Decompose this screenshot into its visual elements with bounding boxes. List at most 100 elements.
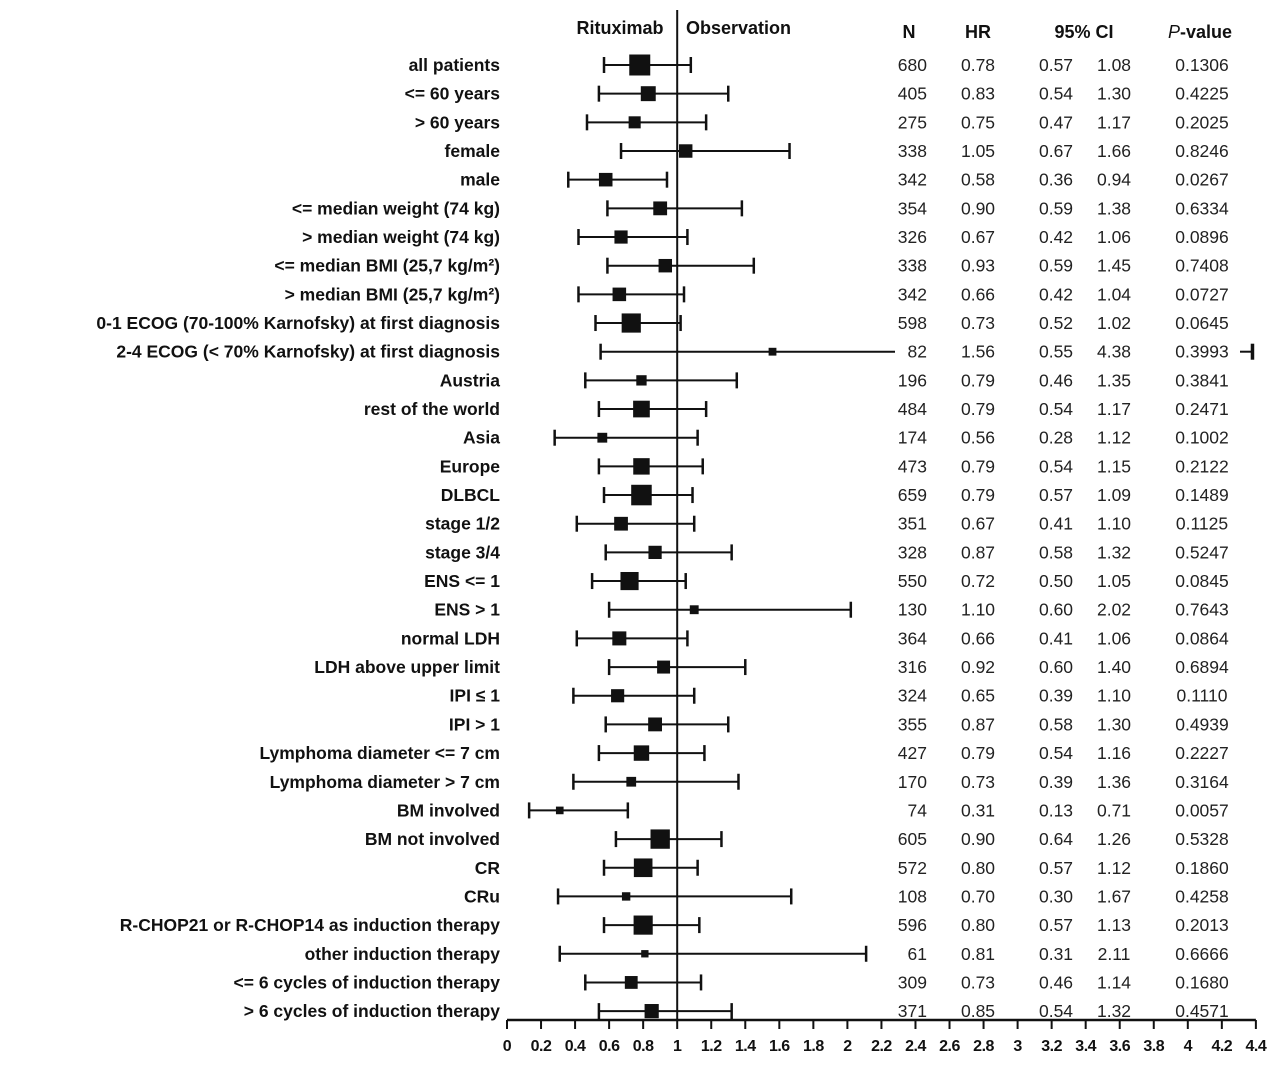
row-label: <= median BMI (25,7 kg/m²)	[274, 256, 500, 276]
cell-n: 342	[898, 170, 927, 190]
cell-pvalue: 0.1125	[1176, 514, 1228, 534]
cell-ci-high: 1.45	[1097, 256, 1131, 276]
cell-hr: 0.66	[961, 284, 995, 304]
row-label: Lymphoma diameter > 7 cm	[270, 772, 500, 792]
cell-n: 324	[898, 686, 927, 706]
forest-row: stage 3/4 328 0.87 0.58 1.32 0.5247	[425, 542, 1229, 562]
x-tick-label: 3.2	[1041, 1038, 1062, 1055]
column-header-pvalue: P-value	[1168, 22, 1232, 42]
hr-marker	[624, 976, 638, 989]
row-label: > median BMI (25,7 kg/m²)	[285, 284, 500, 304]
hr-marker	[633, 458, 650, 475]
hr-marker	[612, 287, 627, 302]
row-label: IPI ≤ 1	[450, 686, 501, 706]
cell-pvalue: 0.8246	[1175, 141, 1229, 161]
cell-ci-high: 1.04	[1097, 284, 1131, 304]
cell-pvalue: 0.2227	[1175, 743, 1229, 763]
cell-hr: 0.93	[961, 256, 995, 276]
forest-row: Europe 473 0.79 0.54 1.15 0.2122	[440, 456, 1229, 476]
row-label: Asia	[463, 428, 500, 448]
column-header-n: N	[903, 22, 916, 42]
cell-ci-low: 0.30	[1039, 886, 1073, 906]
cell-hr: 0.79	[961, 743, 995, 763]
row-label: LDH above upper limit	[314, 657, 500, 677]
hr-marker	[768, 347, 777, 356]
cell-pvalue: 0.0645	[1175, 313, 1229, 333]
x-tick-label: 3	[1013, 1038, 1022, 1055]
cell-ci-high: 1.32	[1097, 542, 1131, 562]
cell-ci-low: 0.54	[1039, 456, 1073, 476]
forest-row: CRu 108 0.70 0.30 1.67 0.4258	[464, 886, 1229, 906]
cell-pvalue: 0.0864	[1175, 628, 1229, 648]
cell-ci-low: 0.42	[1039, 227, 1073, 247]
cell-pvalue: 0.1306	[1175, 55, 1229, 75]
row-label: stage 3/4	[425, 542, 500, 562]
cell-pvalue: 0.0896	[1175, 227, 1229, 247]
hr-marker	[640, 86, 656, 102]
cell-ci-high: 1.05	[1097, 571, 1131, 591]
cell-ci-low: 0.57	[1039, 915, 1073, 935]
cell-n: 364	[898, 628, 927, 648]
row-label: CRu	[464, 886, 500, 906]
cell-pvalue: 0.5328	[1175, 829, 1229, 849]
x-tick-label: 0.6	[599, 1038, 620, 1055]
row-label: DLBCL	[441, 485, 501, 505]
cell-ci-high: 1.35	[1097, 370, 1131, 390]
cell-n: 550	[898, 571, 927, 591]
forest-row: other induction therapy 61 0.81 0.31 2.11 0.6…	[305, 944, 1229, 964]
hr-marker	[611, 689, 625, 703]
forest-row: 0-1 ECOG (70-100% Karnofsky) at first di…	[96, 313, 1228, 333]
x-tick-label: 1.6	[769, 1038, 790, 1055]
x-tick-label: 0.8	[633, 1038, 654, 1055]
cell-hr: 0.65	[961, 686, 995, 706]
hr-marker	[614, 516, 628, 531]
cell-ci-high: 2.11	[1098, 944, 1131, 964]
cell-hr: 0.58	[961, 170, 995, 190]
row-label: 0-1 ECOG (70-100% Karnofsky) at first di…	[96, 313, 500, 333]
cell-ci-low: 0.64	[1039, 829, 1073, 849]
cell-n: 275	[898, 112, 927, 132]
x-tick-label: 2.4	[905, 1038, 926, 1055]
cell-ci-high: 1.26	[1097, 829, 1131, 849]
cell-hr: 0.81	[961, 944, 995, 964]
hr-marker	[629, 54, 651, 76]
cell-n: 74	[908, 800, 928, 820]
cell-hr: 0.72	[961, 571, 995, 591]
header-observation: Observation	[686, 18, 791, 38]
cell-ci-low: 0.60	[1039, 600, 1073, 620]
cell-pvalue: 0.2122	[1175, 456, 1229, 476]
row-label: BM involved	[397, 800, 500, 820]
hr-marker	[644, 1004, 659, 1019]
cell-pvalue: 0.2025	[1175, 112, 1229, 132]
row-label: female	[445, 141, 501, 161]
x-tick-label: 4.4	[1246, 1038, 1267, 1055]
row-label: CR	[475, 858, 501, 878]
cell-ci-low: 0.36	[1039, 170, 1073, 190]
hr-marker	[633, 915, 653, 935]
x-tick-label: 3.4	[1075, 1038, 1096, 1055]
row-label: stage 1/2	[425, 514, 500, 534]
hr-marker	[597, 432, 608, 443]
cell-ci-low: 0.54	[1039, 743, 1073, 763]
cell-ci-high: 4.38	[1097, 342, 1131, 362]
forest-row: Lymphoma diameter > 7 cm 170 0.73 0.39 1.36 0…	[270, 772, 1229, 792]
forest-row: ENS <= 1 550 0.72 0.50 1.05 0.0845	[424, 571, 1229, 591]
cell-ci-high: 1.15	[1097, 456, 1131, 476]
hr-marker	[653, 201, 668, 216]
cell-hr: 0.90	[961, 829, 995, 849]
cell-hr: 0.67	[961, 514, 995, 534]
cell-pvalue: 0.4258	[1175, 886, 1229, 906]
cell-ci-high: 1.08	[1097, 55, 1131, 75]
cell-hr: 0.73	[961, 772, 995, 792]
x-tick-label: 4	[1184, 1038, 1193, 1055]
cell-ci-low: 0.28	[1039, 428, 1073, 448]
forest-row: CR 572 0.80 0.57 1.12 0.1860	[475, 858, 1229, 878]
forest-row: Austria 196 0.79 0.46 1.35 0.3841	[440, 370, 1229, 390]
cell-ci-high: 1.14	[1097, 972, 1131, 992]
x-tick-label: 0.4	[565, 1038, 586, 1055]
cell-hr: 0.85	[961, 1001, 995, 1021]
header-rituximab: Rituximab	[576, 18, 663, 38]
cell-ci-high: 2.02	[1097, 600, 1131, 620]
x-tick-label: 1.2	[701, 1038, 722, 1055]
cell-hr: 0.87	[961, 542, 995, 562]
